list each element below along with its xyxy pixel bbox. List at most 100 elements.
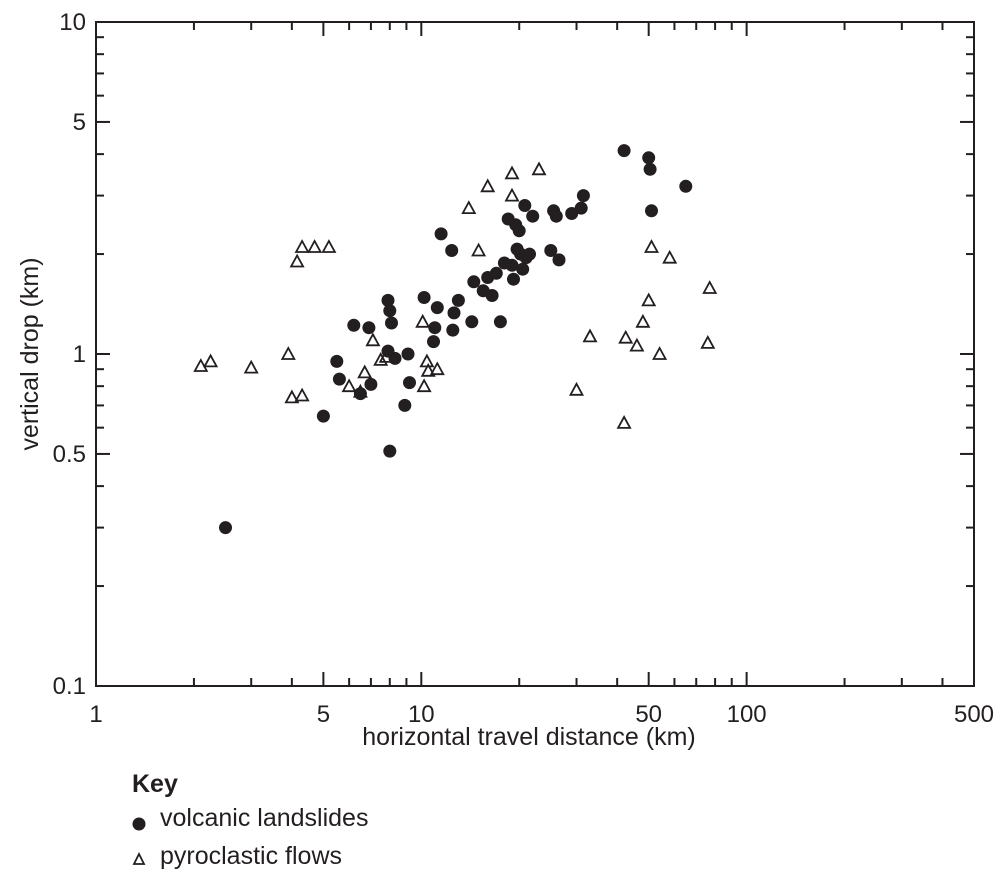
landslide-point bbox=[505, 258, 519, 272]
pyroclastic-point bbox=[321, 239, 337, 253]
landslide-point bbox=[493, 315, 507, 329]
y-tick-label: 5 bbox=[73, 109, 86, 136]
landslide-point bbox=[434, 227, 448, 241]
landslide-point bbox=[316, 409, 330, 423]
pyroclastic-point bbox=[352, 383, 368, 398]
pyroclastic-point bbox=[471, 242, 487, 257]
pyroclastic-point bbox=[419, 353, 435, 368]
pyroclastic-point bbox=[461, 200, 477, 215]
y-axis-label: vertical drop (km) bbox=[16, 257, 44, 450]
pyroclastic-point bbox=[582, 328, 598, 343]
pyroclastic-point bbox=[652, 346, 668, 360]
legend-label-pyroclastic-flows: pyroclastic flows bbox=[160, 842, 342, 870]
axis-ticks bbox=[95, 21, 975, 687]
landslide-point bbox=[645, 204, 658, 218]
landslide-point bbox=[465, 315, 479, 329]
pyroclastic-point bbox=[294, 239, 310, 253]
landslide-point bbox=[516, 262, 530, 276]
pyroclastic-point bbox=[373, 352, 389, 366]
x-tick-label: 10 bbox=[408, 701, 435, 728]
landslide-point bbox=[576, 189, 590, 203]
pyroclastic-point bbox=[635, 313, 651, 328]
landslide-point bbox=[447, 306, 461, 320]
landslide-point bbox=[347, 318, 361, 332]
landslide-point bbox=[398, 398, 412, 412]
pyroclastic-point bbox=[365, 332, 381, 347]
landslide-point bbox=[451, 293, 465, 307]
landslide-point bbox=[679, 179, 693, 193]
pyroclastic-point bbox=[702, 280, 718, 294]
landslide-point bbox=[643, 162, 657, 176]
pyroclastic-point bbox=[504, 187, 520, 202]
pyroclastic-point bbox=[641, 292, 657, 307]
pyroclastic-point bbox=[284, 389, 300, 404]
y-tick-label: 0.5 bbox=[53, 441, 86, 468]
pyroclastic-point bbox=[341, 378, 357, 393]
landslide-point bbox=[574, 201, 588, 215]
landslide-point bbox=[544, 244, 558, 257]
y-tick-label: 0.1 bbox=[53, 673, 86, 700]
landslide-point bbox=[489, 266, 503, 280]
x-tick-label: 100 bbox=[727, 701, 767, 728]
landslide-point bbox=[507, 272, 520, 286]
pyroclastic-point bbox=[420, 362, 436, 377]
landslide-point bbox=[523, 247, 536, 261]
pyroclastic-point bbox=[662, 249, 678, 264]
pyroclastic-point bbox=[378, 349, 394, 363]
plot-frame bbox=[95, 21, 975, 687]
pyroclastic-point bbox=[700, 335, 716, 349]
landslide-point bbox=[642, 151, 656, 165]
y-tick-label: 1 bbox=[73, 341, 86, 368]
pyroclastic-point bbox=[415, 313, 431, 328]
pyroclastic-point bbox=[289, 253, 305, 268]
pyroclastic-point bbox=[203, 353, 219, 368]
y-axis-tick-labels: 0.1 0.5 1 5 10 bbox=[53, 9, 86, 700]
legend-label-volcanic-landslides: volcanic landslides bbox=[160, 804, 368, 832]
pyroclastic-point bbox=[531, 161, 547, 176]
landslide-point bbox=[446, 323, 460, 337]
pyroclastic-point bbox=[357, 364, 373, 379]
landslide-point bbox=[526, 209, 540, 223]
pyroclastic-point bbox=[416, 378, 432, 393]
landslide-point bbox=[445, 244, 459, 257]
pyroclastic-point bbox=[280, 346, 296, 360]
y-tick-label: 10 bbox=[59, 9, 86, 36]
pyroclastic-point bbox=[243, 359, 259, 374]
landslide-point bbox=[518, 199, 532, 212]
landslide-point bbox=[617, 144, 631, 158]
legend-marker-pyroclastic-flows bbox=[132, 851, 146, 865]
landslide-point bbox=[430, 301, 444, 315]
landslide-point bbox=[552, 253, 566, 267]
landslide-point bbox=[512, 224, 526, 238]
pyroclastic-point bbox=[629, 337, 645, 352]
pyroclastic-point bbox=[643, 239, 660, 253]
pyroclastic-point bbox=[307, 239, 323, 253]
pyroclastic-point bbox=[429, 361, 445, 376]
pyroclastic-point bbox=[294, 387, 310, 402]
landslide-point bbox=[219, 521, 232, 535]
pyroclastic-point bbox=[193, 358, 209, 372]
landslide-point bbox=[330, 354, 344, 368]
x-axis-tick-labels: 1 5 10 50 100 500 bbox=[89, 701, 994, 728]
pyroclastic-point bbox=[618, 329, 634, 344]
landslide-point bbox=[417, 291, 431, 304]
landslide-point bbox=[332, 372, 346, 386]
legend-title: Key bbox=[132, 770, 178, 798]
landslide-point bbox=[403, 376, 416, 390]
legend-marker-volcanic-landslides bbox=[132, 817, 146, 831]
x-tick-label: 500 bbox=[954, 701, 994, 728]
x-tick-label: 1 bbox=[89, 701, 102, 728]
landslide-point bbox=[364, 377, 378, 391]
landslide-point bbox=[362, 321, 376, 335]
landslide-point bbox=[428, 321, 442, 335]
landslide-point bbox=[549, 209, 563, 223]
landslide-point bbox=[565, 207, 579, 220]
pyroclastic-point bbox=[504, 165, 520, 180]
landslide-point bbox=[383, 304, 397, 318]
landslide-point bbox=[485, 289, 499, 302]
landslide-point bbox=[467, 275, 481, 289]
landslide-point bbox=[381, 293, 395, 307]
x-tick-label: 5 bbox=[317, 701, 330, 728]
landslide-point bbox=[385, 316, 398, 330]
